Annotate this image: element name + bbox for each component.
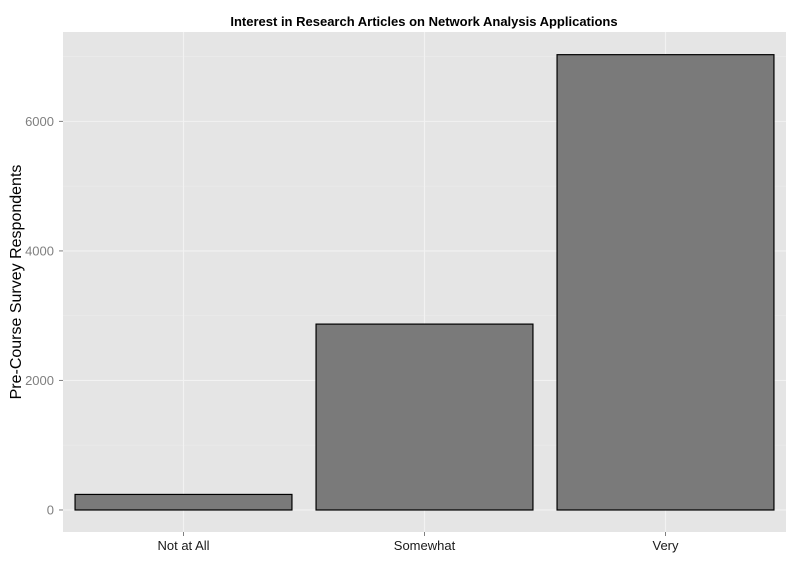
bar-somewhat bbox=[315, 323, 534, 511]
x-axis: Not at All Somewhat Very bbox=[157, 532, 679, 553]
chart-title: Interest in Research Articles on Network… bbox=[230, 14, 617, 29]
x-tick-label: Not at All bbox=[157, 538, 209, 553]
y-tick-label: 2000 bbox=[25, 373, 54, 388]
y-tick-label: 0 bbox=[47, 502, 54, 517]
x-tick-label: Somewhat bbox=[394, 538, 456, 553]
bar-not-at-all bbox=[74, 493, 293, 511]
y-axis-label: Pre-Course Survey Respondents bbox=[8, 165, 25, 400]
x-tick-label: Very bbox=[652, 538, 679, 553]
bar-very bbox=[556, 54, 775, 511]
y-axis: 0 2000 4000 6000 bbox=[25, 114, 63, 517]
bars-layer bbox=[74, 54, 775, 511]
y-tick-label: 4000 bbox=[25, 243, 54, 258]
y-tick-label: 6000 bbox=[25, 114, 54, 129]
